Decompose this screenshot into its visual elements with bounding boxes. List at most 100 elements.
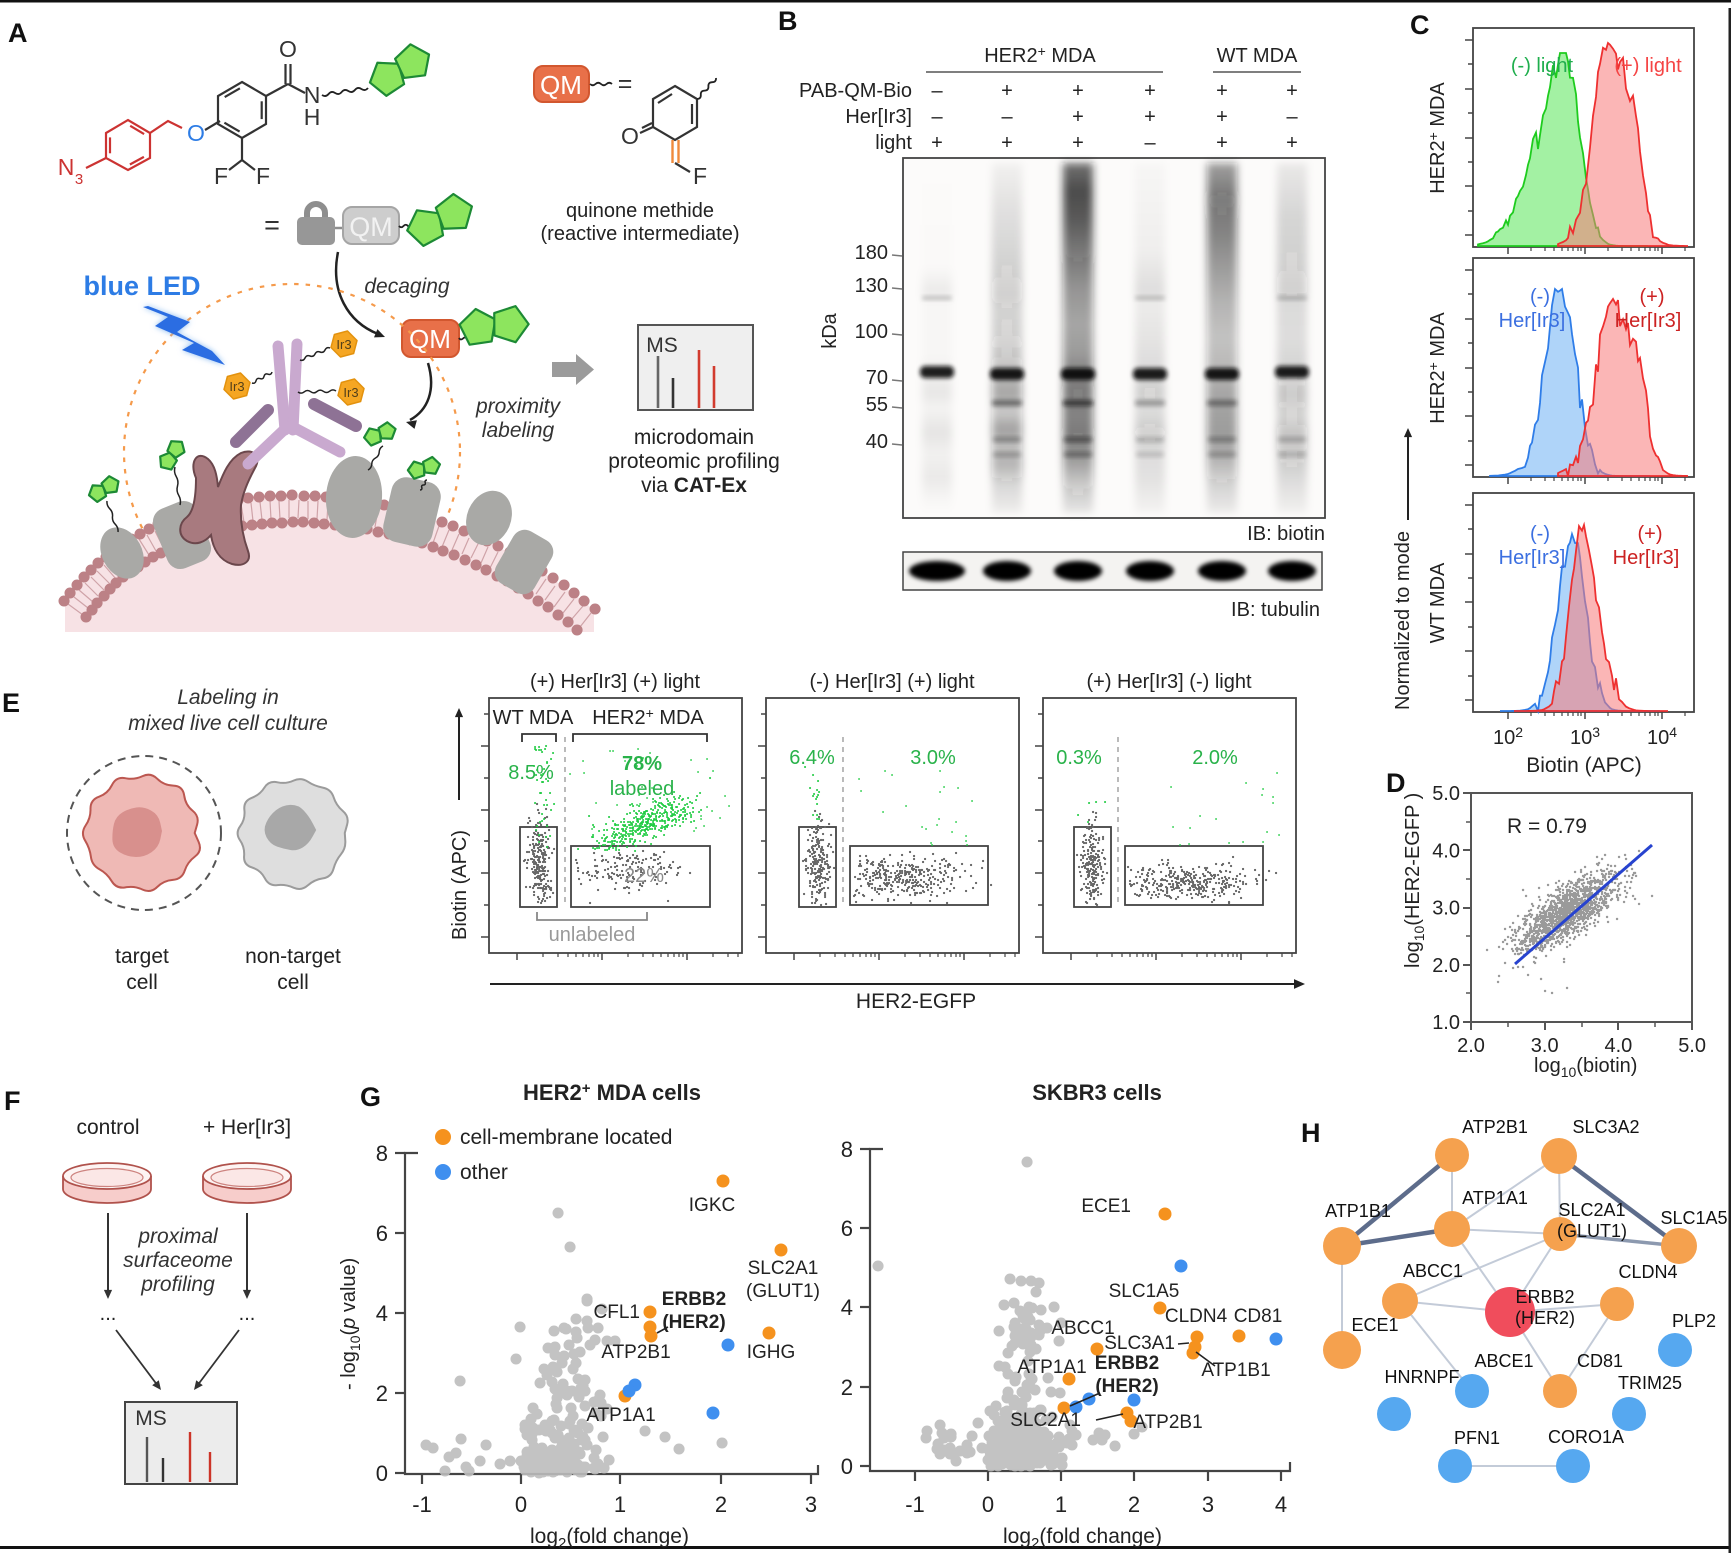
svg-text:5.0: 5.0 <box>1678 1035 1706 1057</box>
svg-text:78%: 78% <box>622 753 662 775</box>
svg-text:3.0%: 3.0% <box>910 747 956 769</box>
svg-text:labeled: labeled <box>610 778 675 800</box>
svg-text:1: 1 <box>1055 1492 1067 1517</box>
svg-text:+: + <box>1144 106 1156 128</box>
svg-text:ECE1: ECE1 <box>1351 1315 1398 1335</box>
svg-text:O: O <box>279 36 297 62</box>
svg-text:(-): (-) <box>1530 523 1550 545</box>
svg-text:Ir3: Ir3 <box>229 379 244 394</box>
svg-text:D: D <box>1386 768 1406 798</box>
svg-text:HER2+ MDA: HER2+ MDA <box>1425 312 1449 424</box>
svg-text:B: B <box>778 6 798 36</box>
svg-text:+: + <box>1072 80 1084 102</box>
svg-text:3: 3 <box>805 1492 817 1517</box>
svg-text:proteomic profiling: proteomic profiling <box>608 450 780 473</box>
svg-text:other: other <box>460 1161 508 1184</box>
svg-text:IGHG: IGHG <box>747 1342 796 1363</box>
svg-text:SLC2A1: SLC2A1 <box>1010 1410 1081 1431</box>
svg-text:SLC2A1: SLC2A1 <box>1558 1200 1625 1220</box>
svg-text:Biotin (APC): Biotin (APC) <box>1526 754 1642 777</box>
svg-text:(HER2): (HER2) <box>1515 1308 1575 1328</box>
svg-text:70: 70 <box>866 367 888 389</box>
svg-text:E: E <box>2 688 20 718</box>
svg-text:decaging: decaging <box>364 275 450 298</box>
svg-text:(-): (-) <box>1530 286 1550 308</box>
svg-text:Her[Ir3]: Her[Ir3] <box>1499 310 1566 332</box>
svg-text:Her[Ir3]: Her[Ir3] <box>1615 310 1682 332</box>
svg-text:8: 8 <box>376 1141 388 1166</box>
svg-text:ATP1B1: ATP1B1 <box>1325 1201 1391 1221</box>
svg-text:–: – <box>1001 106 1013 128</box>
svg-text:IB: tubulin: IB: tubulin <box>1231 599 1320 621</box>
svg-text:CLDN4: CLDN4 <box>1165 1306 1228 1327</box>
svg-text:light: light <box>875 132 912 154</box>
svg-text:...: ... <box>100 1303 117 1325</box>
svg-text:2: 2 <box>715 1492 727 1517</box>
svg-text:1.0: 1.0 <box>1432 1012 1460 1034</box>
svg-text:6: 6 <box>841 1216 853 1241</box>
svg-text:QM: QM <box>349 212 393 242</box>
svg-text:A: A <box>8 18 28 48</box>
svg-text:Biotin (APC): Biotin (APC) <box>449 830 471 940</box>
svg-text:C: C <box>1410 10 1430 40</box>
svg-text:labeling: labeling <box>482 419 555 442</box>
svg-text:–: – <box>931 106 943 128</box>
svg-text:0: 0 <box>376 1461 388 1486</box>
svg-text:log2(fold change): log2(fold change) <box>530 1525 689 1552</box>
svg-text:HER2-EGFP: HER2-EGFP <box>856 990 976 1013</box>
svg-text:+: + <box>1216 80 1228 102</box>
svg-text:quinone methide: quinone methide <box>566 200 714 222</box>
svg-text:surfaceome: surfaceome <box>123 1249 233 1272</box>
svg-text:0.3%: 0.3% <box>1056 747 1102 769</box>
svg-text:+: + <box>1001 80 1013 102</box>
svg-text:–: – <box>931 80 943 102</box>
svg-text:4: 4 <box>376 1301 388 1326</box>
svg-text:Her[Ir3]: Her[Ir3] <box>1613 547 1680 569</box>
svg-text:R = 0.79: R = 0.79 <box>1507 815 1587 838</box>
svg-text:PLP2: PLP2 <box>1672 1311 1716 1331</box>
svg-text:SLC2A1: SLC2A1 <box>748 1258 819 1279</box>
svg-text:HER2+ MDA cells: HER2+ MDA cells <box>523 1080 701 1105</box>
svg-text:N: N <box>58 154 75 180</box>
svg-text:3.0: 3.0 <box>1432 898 1460 920</box>
svg-text:CD81: CD81 <box>1234 1306 1283 1327</box>
svg-text:ATP1A1: ATP1A1 <box>586 1405 655 1426</box>
svg-text:Her[Ir3]: Her[Ir3] <box>845 106 912 128</box>
svg-text:–: – <box>1144 132 1156 154</box>
svg-text:G: G <box>360 1082 381 1112</box>
svg-text:CORO1A: CORO1A <box>1548 1427 1624 1447</box>
svg-text:ATP2B1: ATP2B1 <box>1133 1412 1202 1433</box>
svg-text:SKBR3 cells: SKBR3 cells <box>1032 1080 1162 1105</box>
svg-text:blue LED: blue LED <box>83 271 200 301</box>
svg-text:F: F <box>256 163 270 189</box>
svg-text:2: 2 <box>841 1375 853 1400</box>
svg-text:+: + <box>1072 132 1084 154</box>
svg-text:0: 0 <box>515 1492 527 1517</box>
svg-text:(reactive intermediate): (reactive intermediate) <box>541 223 740 245</box>
svg-text:-1: -1 <box>905 1492 925 1517</box>
svg-text:log2(fold change): log2(fold change) <box>1003 1525 1162 1552</box>
svg-text:130: 130 <box>855 275 888 297</box>
svg-text:WT MDA: WT MDA <box>1217 45 1298 67</box>
svg-text:(+) light: (+) light <box>1614 55 1682 77</box>
svg-text:O: O <box>187 120 205 146</box>
svg-text:5.0: 5.0 <box>1432 783 1460 805</box>
svg-text:(+) Her[Ir3] (-) light: (+) Her[Ir3] (-) light <box>1086 671 1251 693</box>
svg-text:CLDN4: CLDN4 <box>1618 1262 1677 1282</box>
svg-text:=: = <box>264 210 280 240</box>
svg-text:3.0: 3.0 <box>1531 1035 1559 1057</box>
svg-text:ATP2B1: ATP2B1 <box>1462 1117 1528 1137</box>
svg-text:ABCE1: ABCE1 <box>1474 1351 1533 1371</box>
svg-text:+: + <box>1216 106 1228 128</box>
svg-text:unlabeled: unlabeled <box>549 924 636 946</box>
svg-text:3: 3 <box>75 171 83 188</box>
svg-text:SLC1A5: SLC1A5 <box>1660 1208 1727 1228</box>
svg-text:55: 55 <box>866 394 888 416</box>
svg-text:F: F <box>4 1086 21 1116</box>
svg-text:proximity: proximity <box>475 395 562 418</box>
svg-text:ATP2B1: ATP2B1 <box>601 1342 670 1363</box>
svg-text:Her[Ir3]: Her[Ir3] <box>1499 547 1566 569</box>
svg-text:ATP1B1: ATP1B1 <box>1201 1360 1270 1381</box>
svg-text:kDa: kDa <box>819 312 841 348</box>
svg-text:2.0%: 2.0% <box>1192 747 1238 769</box>
